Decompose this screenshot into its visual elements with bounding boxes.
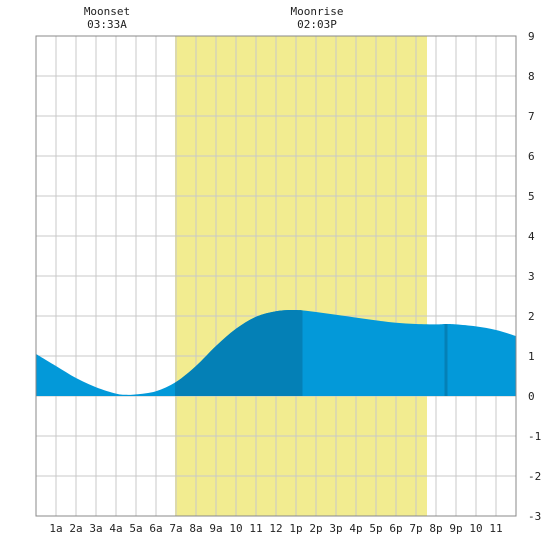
x-tick-label: 12: [269, 522, 282, 535]
x-tick-label: 6a: [149, 522, 162, 535]
moon-event-name: Moonset: [84, 5, 130, 18]
x-tick-label: 3a: [89, 522, 102, 535]
y-tick-label: -2: [528, 470, 541, 483]
plot-frame: [35, 35, 517, 517]
x-tick-label: 7p: [409, 522, 422, 535]
x-tick-label: 9a: [209, 522, 222, 535]
moon-event-time: 03:33A: [87, 18, 127, 31]
y-tick-label: 1: [528, 350, 535, 363]
x-tick-label: 4p: [349, 522, 362, 535]
x-tick-label: 7a: [169, 522, 182, 535]
moon-event-name: Moonrise: [291, 5, 344, 18]
y-tick-label: 4: [528, 230, 535, 243]
y-tick-label: 9: [528, 30, 535, 43]
y-tick-labels: -3 -2 -1 0 1 2 3 4 5 6 7 8 9: [528, 30, 541, 523]
x-tick-label: 11: [489, 522, 502, 535]
x-tick-label: 2a: [69, 522, 82, 535]
y-tick-label: 2: [528, 310, 535, 323]
x-tick-label: 8a: [189, 522, 202, 535]
moon-event-time: 02:03P: [297, 18, 337, 31]
y-tick-label: 6: [528, 150, 535, 163]
y-tick-label: 7: [528, 110, 535, 123]
grid-layer: [36, 36, 516, 516]
y-tick-label: -1: [528, 430, 541, 443]
x-tick-label: 1a: [49, 522, 62, 535]
y-tick-label: 5: [528, 190, 535, 203]
y-tick-label: 3: [528, 270, 535, 283]
y-tick-label: 8: [528, 70, 535, 83]
x-tick-label: 9p: [449, 522, 462, 535]
x-tick-label: 6p: [389, 522, 402, 535]
x-tick-label: 2p: [309, 522, 322, 535]
high-tide-marker-layer: [299, 309, 448, 396]
x-tick-label: 11: [249, 522, 262, 535]
x-tick-label: 10: [229, 522, 242, 535]
x-tick-label: 3p: [329, 522, 342, 535]
x-tick-label: 1p: [289, 522, 302, 535]
x-tick-label: 4a: [109, 522, 122, 535]
x-tick-label: 8p: [429, 522, 442, 535]
x-tick-label: 5p: [369, 522, 382, 535]
y-tick-label: 0: [528, 390, 535, 403]
x-tick-label: 5a: [129, 522, 142, 535]
x-tick-labels: 1a 2a 3a 4a 5a 6a 7a 8a 9a 10 11 12 1p 2p 3p 4p 5p 6p 7p 8p…: [49, 522, 502, 535]
x-tick-label: 10: [469, 522, 482, 535]
y-tick-label: -3: [528, 510, 541, 523]
